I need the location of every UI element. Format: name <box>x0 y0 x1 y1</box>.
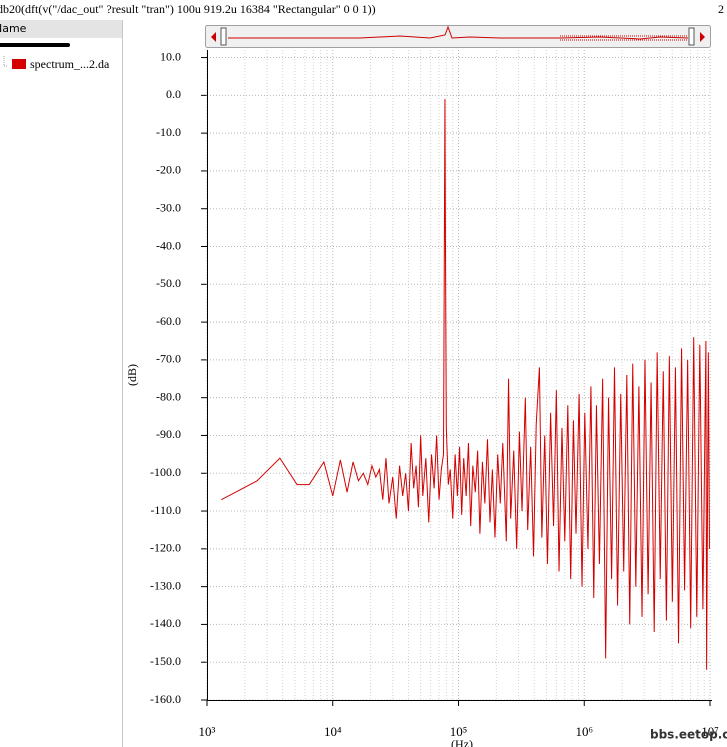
y-tick-label: -40.0 <box>156 238 181 252</box>
watermark: bbs.eetop.cn <box>650 728 727 742</box>
y-tick-label: -80.0 <box>156 389 181 403</box>
overview-scrollbar[interactable] <box>205 25 711 48</box>
y-tick-label: -60.0 <box>156 314 181 328</box>
scroll-right-arrow[interactable] <box>700 32 705 42</box>
legend-swatch <box>12 59 26 69</box>
panel-header <box>0 20 122 38</box>
y-tick-label: 0.0 <box>166 87 181 101</box>
y-tick-label: -30.0 <box>156 200 181 214</box>
y-tick-label: -160.0 <box>150 692 181 706</box>
y-tick-label: 10.0 <box>160 49 181 63</box>
overview-noise <box>560 35 688 41</box>
x-tick-label: 10⁷ <box>701 724 719 739</box>
y-tick-label: -110.0 <box>150 503 181 517</box>
expression-title: db20(dft(v("/dac_out" ?result "tran") 10… <box>0 2 376 16</box>
x-axis-label: (Hz) <box>451 737 473 747</box>
y-tick-label: -10.0 <box>156 125 181 139</box>
y-tick-label: -70.0 <box>156 352 181 366</box>
y-tick-label: -150.0 <box>150 654 181 668</box>
legend-entry[interactable]: spectrum_...2.da <box>30 57 110 71</box>
y-tick-label: -120.0 <box>150 541 181 555</box>
y-tick-label: -20.0 <box>156 163 181 177</box>
column-header[interactable]: Name <box>0 22 27 35</box>
y-tick-label: -140.0 <box>150 616 181 630</box>
x-tick-label: 10⁶ <box>575 724 593 739</box>
y-axis-label: (dB) <box>125 364 139 386</box>
scroll-handle-left[interactable] <box>220 27 227 46</box>
y-tick-label: -130.0 <box>150 578 181 592</box>
header-right-text: 2 <box>718 2 724 16</box>
scroll-handle-right[interactable] <box>688 27 695 46</box>
x-tick-label: 10⁴ <box>324 724 342 739</box>
overview-trace <box>228 25 689 40</box>
y-tick-label: -90.0 <box>156 427 181 441</box>
x-tick-label: 10³ <box>199 724 216 739</box>
y-tick-label: -50.0 <box>156 276 181 290</box>
y-tick-label: -100.0 <box>150 465 181 479</box>
scroll-left-arrow[interactable] <box>211 32 216 42</box>
x-tick-label: 10⁵ <box>450 724 468 739</box>
tree-connector <box>3 56 8 67</box>
spectrum-line <box>221 99 710 670</box>
